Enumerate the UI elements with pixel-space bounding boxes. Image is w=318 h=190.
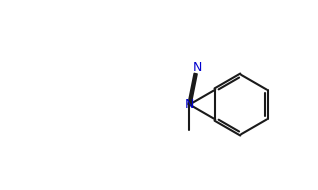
- Text: N: N: [192, 61, 202, 74]
- Text: N: N: [185, 98, 194, 111]
